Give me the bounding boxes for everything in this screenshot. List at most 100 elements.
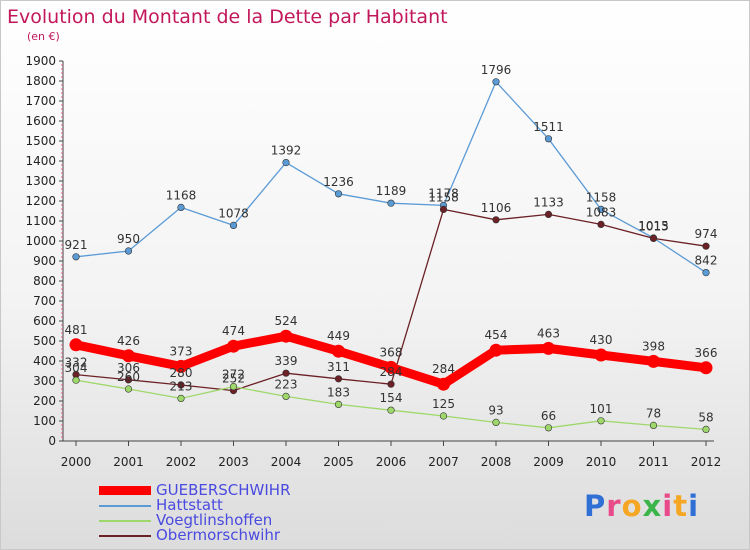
data-point-gueberschwihr (227, 339, 240, 353)
x-tick-label: 2004 (271, 455, 302, 469)
data-point-gueberschwihr (594, 348, 608, 362)
data-label-voegtlinshoffen: 125 (432, 397, 455, 411)
data-point-hattstatt (124, 247, 133, 255)
x-tick-label: 2000 (61, 455, 92, 469)
x-tick-label: 2009 (533, 455, 564, 469)
y-tick-label: 1500 (25, 134, 56, 148)
x-tick-label: 2010 (586, 455, 617, 469)
data-label-obermorschwihr: 311 (327, 360, 350, 374)
data-label-obermorschwihr: 1013 (638, 219, 669, 233)
data-label-voegtlinshoffen: 183 (327, 385, 350, 399)
data-label-obermorschwihr: 252 (222, 372, 245, 386)
series-points (69, 78, 713, 434)
y-tick-label: 600 (33, 314, 56, 328)
data-label-gueberschwihr: 368 (380, 345, 403, 359)
data-label-obermorschwihr: 306 (117, 361, 140, 375)
data-label-hattstatt: 1158 (586, 190, 617, 204)
proxiti-logo: Proxiti (584, 489, 699, 523)
data-label-gueberschwihr: 474 (222, 324, 245, 338)
data-point-gueberschwihr (69, 338, 83, 352)
data-point-gueberschwihr (489, 343, 503, 357)
data-point-hattstatt (492, 78, 500, 86)
data-point-hattstatt (229, 221, 238, 229)
data-point-hattstatt (72, 253, 80, 261)
chart-title: Evolution du Montant de la Dette par Hab… (7, 6, 448, 28)
data-label-hattstatt: 1189 (376, 184, 407, 198)
logo-letter: P (584, 489, 607, 523)
data-point-obermorschwihr (387, 380, 395, 388)
data-label-gueberschwihr: 524 (275, 314, 298, 328)
data-label-obermorschwihr: 339 (275, 354, 298, 368)
data-label-hattstatt: 1392 (271, 144, 302, 158)
y-tick-label: 0 (48, 434, 56, 448)
y-tick-label: 1000 (25, 234, 56, 248)
data-point-gueberschwihr (384, 360, 398, 374)
y-tick-label: 400 (33, 354, 56, 368)
y-tick-label: 1200 (25, 194, 56, 208)
legend-swatch-voegtlinshoffen (99, 520, 151, 522)
data-label-voegtlinshoffen: 213 (170, 379, 193, 393)
legend-label-voegtlinshoffen: Voegtlinshoffen (156, 511, 273, 529)
data-label-voegtlinshoffen: 58 (698, 410, 713, 424)
logo-letter: i (662, 489, 674, 523)
y-tick-label: 100 (33, 414, 56, 428)
data-point-voegtlinshoffen (702, 425, 710, 434)
data-label-voegtlinshoffen: 272 (222, 368, 245, 382)
data-label-voegtlinshoffen: 93 (488, 403, 503, 417)
data-point-obermorschwihr (702, 242, 710, 250)
x-tick-label: 2005 (323, 455, 354, 469)
data-label-obermorschwihr: 974 (695, 227, 718, 241)
data-label-gueberschwihr: 481 (65, 323, 88, 337)
x-tick-label: 2012 (691, 455, 722, 469)
data-label-voegtlinshoffen: 154 (380, 391, 403, 405)
chart-subtitle: (en €) (27, 30, 60, 43)
data-labels: 921 950 1168 1078 1392 1236 1189 1178 1796 1511 11… (65, 63, 718, 425)
legend-label-obermorschwihr: Obermorschwihr (156, 526, 281, 544)
data-point-voegtlinshoffen (492, 418, 500, 427)
y-tick-label: 500 (33, 334, 56, 348)
data-label-gueberschwihr: 426 (117, 334, 140, 348)
data-label-obermorschwihr: 1106 (481, 201, 512, 215)
data-label-obermorschwihr: 1158 (428, 190, 459, 204)
data-point-voegtlinshoffen (597, 417, 605, 425)
data-point-hattstatt (702, 269, 710, 277)
y-tick-label: 1100 (25, 214, 56, 228)
logo-letter: o (621, 489, 643, 523)
data-point-gueberschwihr (647, 354, 660, 368)
data-point-gueberschwihr (542, 341, 555, 355)
logo-letter: i (688, 489, 700, 523)
data-label-gueberschwihr: 430 (590, 333, 613, 347)
data-label-gueberschwihr: 366 (695, 346, 718, 360)
data-point-hattstatt (334, 190, 343, 198)
y-tick-label: 1400 (25, 154, 56, 168)
data-label-obermorschwihr: 332 (65, 356, 88, 370)
data-point-obermorschwihr (124, 376, 133, 384)
legend-label-gueberschwihr: GUEBERSCHWIHR (156, 481, 291, 499)
y-tick-label: 1900 (25, 54, 56, 68)
data-label-hattstatt: 1236 (323, 175, 354, 189)
data-point-voegtlinshoffen (387, 406, 395, 414)
y-tick-label: 900 (33, 254, 56, 268)
data-point-voegtlinshoffen (72, 376, 80, 384)
legend-swatch-obermorschwihr (99, 535, 151, 537)
data-label-hattstatt: 921 (65, 238, 88, 252)
y-tick-label: 800 (33, 274, 56, 288)
data-point-hattstatt (177, 203, 185, 211)
logo-letter: x (642, 489, 663, 523)
data-label-obermorschwihr: 280 (170, 366, 193, 380)
data-point-voegtlinshoffen (229, 383, 238, 391)
data-label-hattstatt: 950 (117, 232, 140, 246)
data-label-hattstatt: 1511 (533, 120, 564, 134)
data-label-hattstatt: 842 (695, 254, 718, 268)
y-tick-label: 1700 (25, 94, 56, 108)
data-label-hattstatt: 1168 (166, 188, 197, 202)
x-tick-label: 2008 (481, 455, 512, 469)
data-label-obermorschwihr: 1083 (586, 205, 617, 219)
logo-letter: r (606, 489, 622, 523)
data-point-gueberschwihr (279, 329, 293, 343)
data-point-hattstatt (597, 205, 605, 213)
data-point-voegtlinshoffen (334, 400, 343, 409)
x-tick-label: 2006 (376, 455, 407, 469)
data-point-obermorschwihr (597, 220, 605, 228)
